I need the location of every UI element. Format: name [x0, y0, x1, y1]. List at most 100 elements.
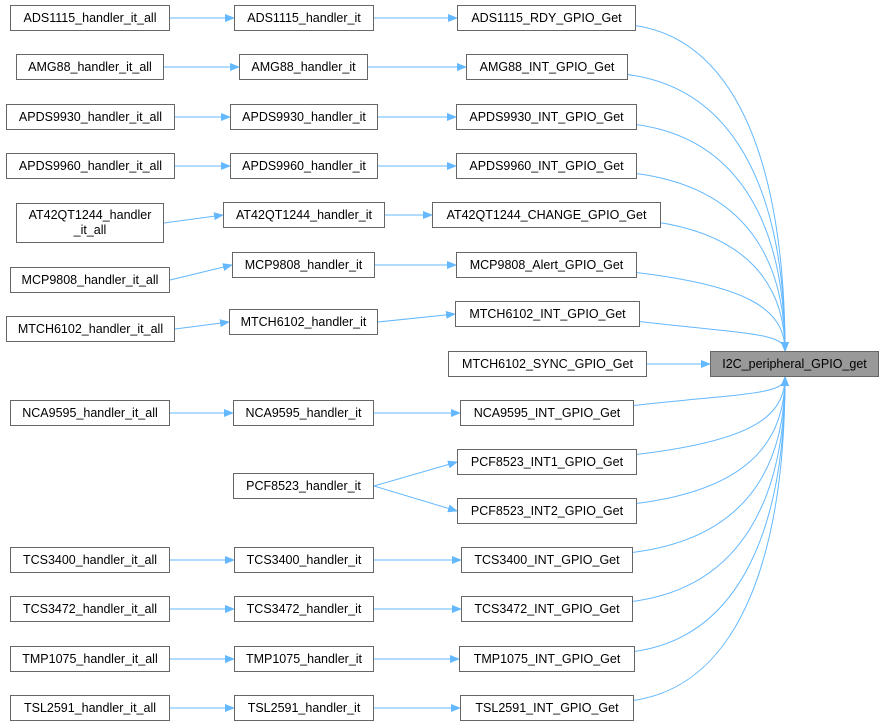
call-edge [163, 212, 224, 224]
function-node-b8[interactable]: NCA9595_handler_it [233, 400, 374, 426]
function-node-c15[interactable]: TSL2591_INT_GPIO_Get [460, 695, 634, 721]
node-label: AT42QT1244_handler _it_all [28, 208, 152, 237]
function-node-a6[interactable]: MCP9808_handler_it_all [10, 267, 170, 293]
function-node-a12[interactable]: TSL2591_handler_it_all [10, 695, 170, 721]
function-node-c10[interactable]: PCF8523_INT1_GPIO_Get [457, 449, 637, 475]
function-node-b1[interactable]: ADS1115_handler_it [234, 5, 374, 31]
node-label: TCS3472_handler_it_all [22, 601, 158, 616]
node-label: ADS1115_RDY_GPIO_Get [471, 10, 622, 25]
function-node-a4[interactable]: APDS9960_handler_it_all [6, 153, 175, 179]
node-label: TCS3472_INT_GPIO_Get [474, 601, 620, 616]
node-label: TCS3472_handler_it [246, 601, 362, 616]
call-edge [628, 376, 789, 702]
call-edge [631, 271, 789, 352]
node-label: APDS9930_handler_it_all [18, 109, 163, 124]
call-edge [655, 221, 789, 352]
function-node-c12[interactable]: TCS3400_INT_GPIO_Get [461, 547, 633, 573]
function-node-c14[interactable]: TMP1075_INT_GPIO_Get [459, 646, 635, 672]
node-label: MCP9808_handler_it_all [21, 272, 159, 287]
call-edge [631, 172, 789, 352]
node-label: APDS9960_handler_it_all [18, 158, 163, 173]
call-edge [373, 485, 458, 513]
function-node-b4[interactable]: APDS9960_handler_it [230, 153, 378, 179]
function-node-c6[interactable]: MCP9808_Alert_GPIO_Get [456, 252, 637, 278]
node-label: TSL2591_handler_it [247, 700, 361, 715]
node-label: MTCH6102_INT_GPIO_Get [469, 306, 626, 321]
node-label: TSL2591_INT_GPIO_Get [475, 700, 619, 715]
call-edge [634, 320, 789, 352]
function-node-b7[interactable]: MTCH6102_handler_it [229, 309, 378, 335]
call-edge [622, 73, 789, 352]
node-label: MCP9808_handler_it [244, 257, 363, 272]
node-label: TMP1075_handler_it_all [22, 651, 158, 666]
function-node-c7[interactable]: MTCH6102_INT_GPIO_Get [455, 301, 640, 327]
function-node-a1[interactable]: ADS1115_handler_it_all [10, 5, 170, 31]
node-label: AMG88_handler_it_all [28, 59, 152, 74]
function-node-a9[interactable]: TCS3400_handler_it_all [10, 547, 170, 573]
call-edge [174, 319, 230, 330]
node-label: APDS9960_INT_GPIO_Get [469, 158, 624, 173]
function-node-b6[interactable]: MCP9808_handler_it [232, 252, 375, 278]
call-edge [629, 376, 789, 653]
function-node-b11[interactable]: TCS3472_handler_it [234, 596, 374, 622]
call-edge [631, 123, 789, 352]
function-node-c4[interactable]: APDS9960_INT_GPIO_Get [456, 153, 637, 179]
call-edge [373, 460, 458, 487]
node-label: NCA9595_handler_it_all [22, 405, 158, 420]
node-label: MCP9808_Alert_GPIO_Get [469, 257, 624, 272]
function-node-b5[interactable]: AT42QT1244_handler_it [223, 202, 385, 228]
function-node-c9[interactable]: NCA9595_INT_GPIO_Get [460, 400, 634, 426]
function-node-a10[interactable]: TCS3472_handler_it_all [10, 596, 170, 622]
node-label: MTCH6102_SYNC_GPIO_Get [462, 356, 633, 371]
function-node-a3[interactable]: APDS9930_handler_it_all [6, 104, 175, 130]
node-label: APDS9930_INT_GPIO_Get [469, 109, 624, 124]
function-node-a11[interactable]: TMP1075_handler_it_all [10, 646, 170, 672]
node-label: PCF8523_handler_it [246, 478, 361, 493]
call-edge [630, 24, 789, 352]
node-label: PCF8523_INT1_GPIO_Get [470, 454, 624, 469]
node-label: TCS3400_handler_it_all [22, 552, 158, 567]
call-edge [169, 263, 233, 281]
function-node-c5[interactable]: AT42QT1244_CHANGE_GPIO_Get [432, 202, 661, 228]
function-node-a2[interactable]: AMG88_handler_it_all [16, 54, 164, 80]
node-label: APDS9930_handler_it [242, 109, 366, 124]
function-node-b2[interactable]: AMG88_handler_it [239, 54, 368, 80]
node-label: AT42QT1244_CHANGE_GPIO_Get [446, 207, 647, 222]
function-node-a8[interactable]: NCA9595_handler_it_all [10, 400, 170, 426]
node-label: AT42QT1244_handler_it [236, 207, 372, 222]
node-label: ADS1115_handler_it [247, 10, 361, 25]
node-label: ADS1115_handler_it_all [23, 10, 157, 25]
node-label: NCA9595_INT_GPIO_Get [473, 405, 621, 420]
function-node-c2[interactable]: AMG88_INT_GPIO_Get [466, 54, 628, 80]
target-node: I2C_peripheral_GPIO_get [710, 351, 879, 377]
function-node-b3[interactable]: APDS9930_handler_it [230, 104, 378, 130]
node-label: MTCH6102_handler_it [240, 314, 367, 329]
node-label: TMP1075_INT_GPIO_Get [473, 651, 621, 666]
node-label: PCF8523_INT2_GPIO_Get [470, 503, 624, 518]
node-label: TMP1075_handler_it [245, 651, 363, 666]
node-label: AMG88_INT_GPIO_Get [479, 59, 615, 74]
function-node-b9[interactable]: PCF8523_handler_it [233, 473, 374, 499]
call-edge [627, 376, 789, 554]
node-label: TCS3400_INT_GPIO_Get [474, 552, 620, 567]
call-edge [631, 376, 789, 505]
function-node-c11[interactable]: PCF8523_INT2_GPIO_Get [457, 498, 637, 524]
function-node-c1[interactable]: ADS1115_RDY_GPIO_Get [457, 5, 636, 31]
call-edge [631, 376, 789, 456]
call-edge [627, 376, 789, 603]
node-label: TCS3400_handler_it [246, 552, 362, 567]
function-node-b10[interactable]: TCS3400_handler_it [234, 547, 374, 573]
function-node-c8[interactable]: MTCH6102_SYNC_GPIO_Get [448, 351, 647, 377]
node-label: TSL2591_handler_it_all [23, 700, 157, 715]
function-node-b13[interactable]: TSL2591_handler_it [234, 695, 374, 721]
node-label: APDS9960_handler_it [242, 158, 366, 173]
function-node-a7[interactable]: MTCH6102_handler_it_all [6, 316, 175, 342]
node-label: NCA9595_handler_it [245, 405, 362, 420]
function-node-a5[interactable]: AT42QT1244_handler _it_all [16, 203, 164, 243]
node-label: I2C_peripheral_GPIO_get [722, 356, 867, 371]
node-label: MTCH6102_handler_it_all [17, 321, 164, 336]
function-node-c13[interactable]: TCS3472_INT_GPIO_Get [461, 596, 633, 622]
function-node-c3[interactable]: APDS9930_INT_GPIO_Get [456, 104, 637, 130]
function-node-b12[interactable]: TMP1075_handler_it [234, 646, 374, 672]
